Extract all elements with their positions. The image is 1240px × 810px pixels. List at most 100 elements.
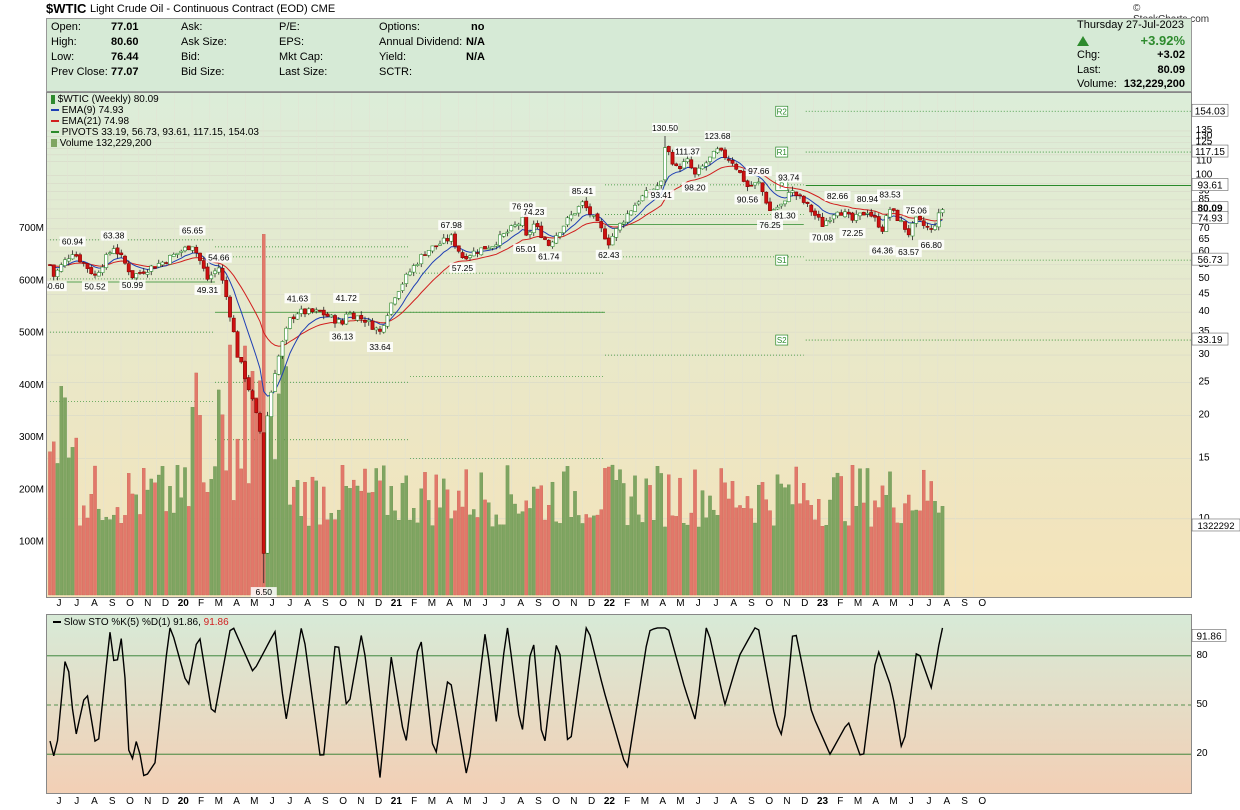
volume-bar: [704, 517, 709, 596]
volume-bar: [937, 512, 941, 596]
price-label-bg: [205, 252, 232, 263]
candle: [798, 193, 802, 199]
candle: [321, 306, 326, 320]
candle: [471, 247, 476, 257]
volume-bar: [753, 522, 757, 596]
price-label-bg: [648, 189, 675, 200]
volume-bar: [865, 468, 870, 596]
candle: [123, 254, 127, 265]
candle: [228, 294, 232, 322]
volume-bar: [670, 515, 675, 596]
candle: [201, 256, 206, 272]
price-label-bg: [119, 280, 146, 291]
candle: [516, 222, 521, 230]
price-label: 63.38: [103, 231, 125, 241]
candle: [460, 250, 465, 259]
candle-body: [299, 308, 304, 314]
price-label-bg: [775, 172, 802, 183]
candle-body: [438, 243, 442, 246]
volume-bar: [231, 500, 236, 596]
volume-bar: [685, 524, 690, 596]
volume-bar: [329, 513, 333, 596]
price-tick: 130: [1196, 131, 1213, 142]
volume-bar: [730, 481, 735, 596]
x-tick: M: [676, 796, 684, 807]
volume-bar: [802, 483, 806, 596]
x-tick: N: [357, 598, 364, 609]
x-tick: J: [713, 598, 718, 609]
volume-bar: [82, 505, 86, 596]
price-label-bg: [704, 130, 731, 141]
candle-body: [625, 213, 630, 223]
volume-bar: [134, 494, 139, 596]
candle-body: [134, 273, 139, 279]
x-tick: A: [91, 796, 98, 807]
x-tick: 20: [178, 598, 190, 609]
volume-bar: [929, 481, 934, 596]
price-label-bg: [903, 205, 930, 216]
price-label-bg: [59, 236, 86, 247]
volume-bar: [535, 488, 540, 596]
candle: [441, 233, 446, 245]
candle-body: [400, 283, 405, 291]
price-label: 83.53: [879, 189, 901, 199]
volume-bar: [314, 480, 318, 596]
candle-body: [175, 252, 180, 255]
volume-bar: [112, 514, 116, 596]
candle-body: [115, 247, 120, 255]
volume-bar: [712, 509, 716, 596]
volume-bar: [850, 465, 855, 596]
candles: [48, 135, 945, 584]
candle: [415, 262, 420, 267]
volume-bar: [479, 472, 483, 596]
candle-body: [295, 313, 300, 320]
price-label-bg: [333, 292, 360, 303]
candle-body: [569, 214, 574, 220]
instrument-description: Light Crude Oil - Continuous Contract (E…: [90, 3, 336, 15]
candle-body: [524, 215, 529, 236]
candle: [644, 187, 649, 198]
candle: [224, 276, 229, 300]
legend-main: $WTIC (Weekly) 80.09: [51, 94, 159, 105]
volume-bar: [648, 485, 652, 596]
stochastic-panel: Slow STO %K(5) %D(1) 91.86, 91.86: [46, 614, 1192, 794]
candle-body: [186, 245, 191, 251]
candle-body: [224, 280, 229, 297]
price-label-bg: [367, 342, 393, 353]
volume-bar: [224, 470, 228, 596]
candle: [576, 205, 581, 217]
legend-sto-swatch: [53, 621, 61, 624]
candle: [569, 210, 574, 222]
candle-body: [434, 245, 439, 248]
candle-body: [850, 212, 855, 221]
legend-pivots-swatch: [51, 131, 59, 134]
candle-body: [269, 391, 274, 417]
candle-body: [756, 181, 761, 184]
x-tick: N: [570, 598, 577, 609]
candle-body: [153, 267, 157, 269]
pivot-tag-r1: R1: [777, 148, 788, 157]
candle: [194, 244, 199, 257]
last-tag: 80.09: [1197, 204, 1222, 215]
candle: [190, 246, 195, 254]
volume-bar: [760, 482, 765, 596]
candle-body: [910, 222, 915, 237]
candle: [618, 222, 622, 233]
volume-bar: [599, 509, 604, 596]
volume-bar: [66, 457, 71, 596]
price-label: 50.99: [122, 280, 144, 290]
bid-label: Bid:: [181, 51, 200, 63]
candle: [891, 208, 896, 213]
candle-body: [306, 308, 311, 314]
candle: [179, 249, 184, 257]
candle-body: [644, 190, 649, 198]
candle-body: [460, 252, 465, 259]
volume-bar: [667, 474, 671, 596]
price-tick: 20: [1198, 410, 1210, 421]
pe-label: P/E:: [279, 21, 300, 33]
sto-last-box: [1191, 629, 1227, 642]
last-tag: 74.93: [1197, 214, 1222, 225]
candle: [636, 200, 641, 206]
volume-bar: [145, 489, 150, 596]
candle-body: [494, 244, 499, 247]
